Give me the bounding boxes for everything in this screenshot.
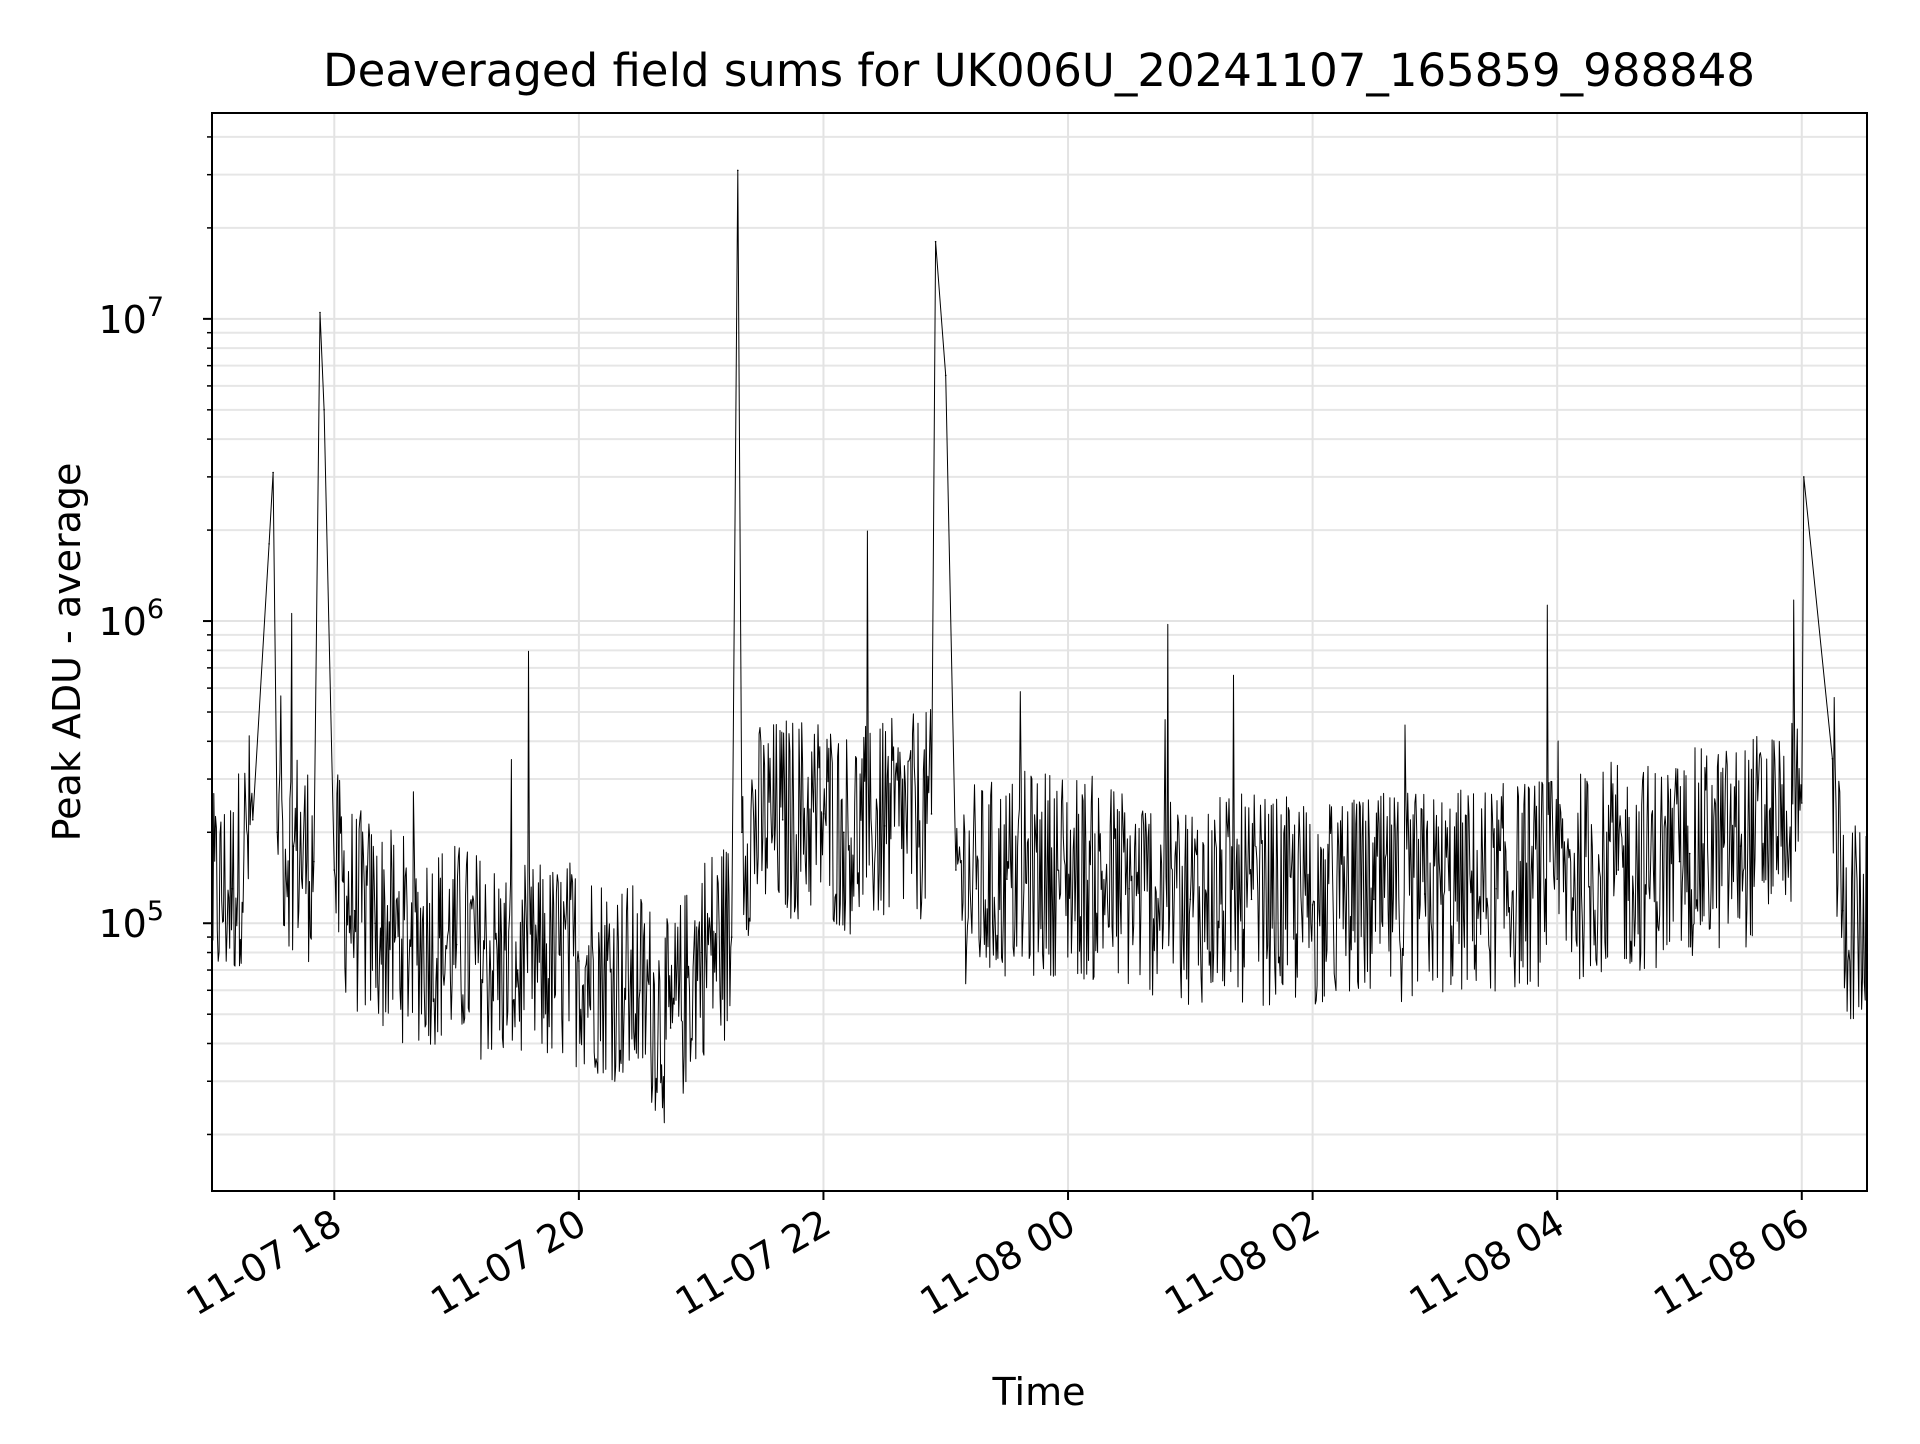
data-point (1617, 869, 1620, 871)
data-point (1423, 893, 1426, 895)
data-point (1556, 878, 1558, 880)
data-point (333, 869, 336, 871)
data-point (516, 969, 519, 971)
data-point (1841, 909, 1844, 912)
data-point (1189, 898, 1192, 901)
data-point (1801, 802, 1803, 804)
data-point (1373, 898, 1375, 901)
data-point (883, 825, 886, 827)
data-point (252, 819, 254, 821)
series-line (211, 169, 1868, 1124)
data-point (1006, 878, 1008, 880)
data-point (1739, 845, 1742, 847)
data-point (578, 960, 580, 962)
data-point (1250, 898, 1253, 901)
data-point (323, 409, 325, 411)
data-point (700, 951, 702, 954)
data-point (1688, 852, 1691, 855)
y-axis-label: Peak ADU - average (45, 463, 89, 842)
data-point (374, 922, 376, 924)
data-point (934, 240, 937, 243)
data-point (268, 543, 270, 545)
chart-title: Deaveraged field sums for UK006U_2024110… (323, 44, 1755, 97)
data-point (639, 989, 641, 992)
data-point (737, 169, 739, 172)
data-point (822, 813, 825, 815)
x-axis-label: Time (992, 1370, 1086, 1414)
data-point (741, 831, 743, 834)
data-point (930, 813, 933, 815)
data-point (272, 471, 274, 474)
data-point (1311, 904, 1314, 906)
data-point (781, 819, 784, 821)
data-point (1128, 888, 1130, 890)
data-point (669, 1027, 672, 1029)
data-point (319, 311, 321, 314)
data-point (843, 831, 845, 834)
data-point (1678, 860, 1681, 863)
data-point (730, 936, 733, 938)
data-point (292, 845, 295, 847)
data-point (975, 888, 978, 890)
data-point (1495, 888, 1497, 890)
y-tick-label: 106 (98, 594, 164, 644)
plot-data (211, 169, 1868, 1124)
data-point (1803, 476, 1805, 478)
data-point (1057, 869, 1059, 871)
y-tick-label: 107 (98, 292, 164, 342)
data-point (1831, 758, 1834, 760)
plot-frame (211, 112, 1868, 1192)
y-tick-label: 105 (98, 896, 164, 946)
data-point (231, 888, 234, 890)
data-point (313, 860, 315, 863)
data-point (394, 936, 397, 938)
data-point (944, 374, 947, 377)
data-point (955, 869, 957, 871)
data-point (455, 943, 458, 946)
data-point (353, 909, 356, 912)
data-point (276, 831, 279, 834)
